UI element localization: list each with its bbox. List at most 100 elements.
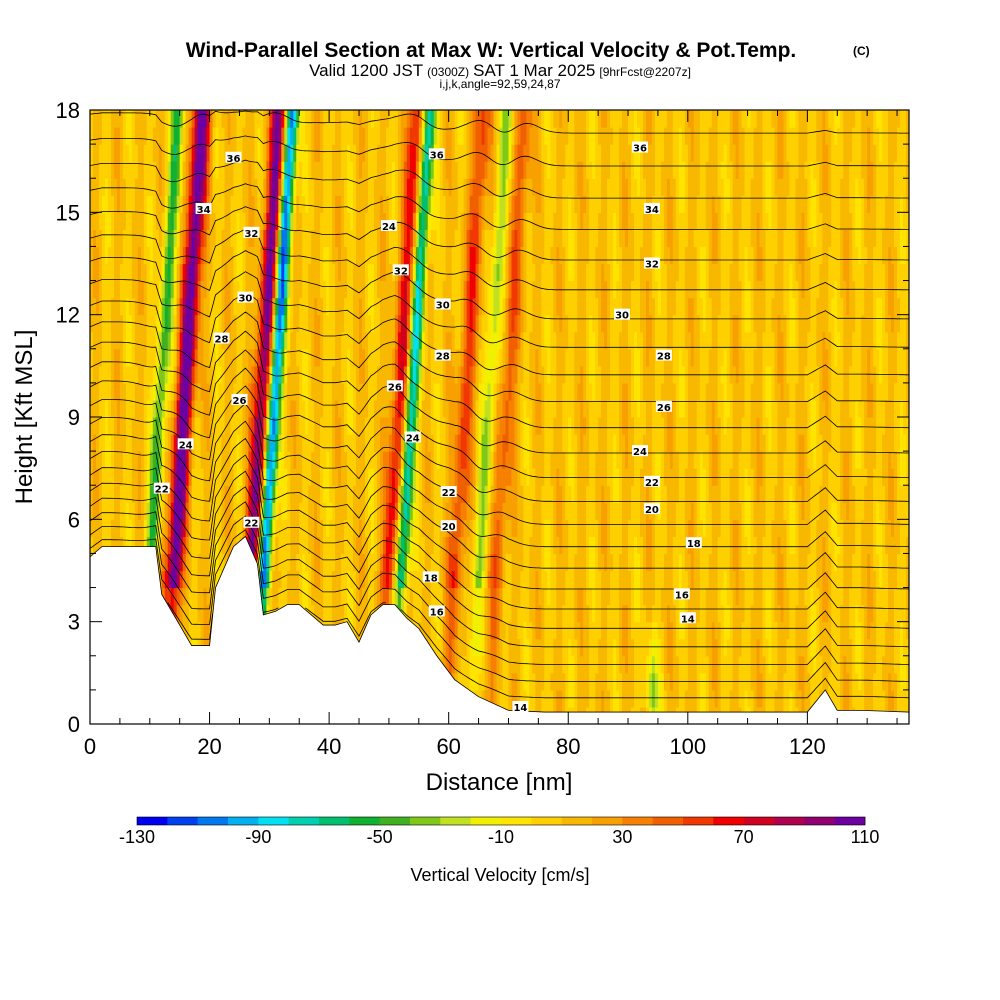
contour-label: 22 <box>243 516 260 530</box>
colorbar-tick-label: -10 <box>488 827 514 847</box>
contour-label-box <box>243 516 260 528</box>
colorbar-tick-label: -50 <box>367 827 393 847</box>
velocity-column <box>864 110 868 724</box>
theta-contour-line <box>90 470 909 610</box>
y-tick-label: 6 <box>68 507 80 532</box>
contour-label-text: 18 <box>687 539 701 550</box>
velocity-column <box>520 110 525 724</box>
theta-contour-line <box>90 437 909 569</box>
contour-label-box <box>153 482 170 494</box>
colorbar-swatch <box>197 817 229 825</box>
contour-label-text: 26 <box>388 382 402 393</box>
colorbar-swatch <box>592 817 623 825</box>
contour-label-text: 20 <box>442 522 456 533</box>
chart-title: Wind-Parallel Section at Max W: Vertical… <box>186 39 797 62</box>
colorbar <box>136 816 866 826</box>
velocity-column <box>493 110 498 724</box>
theta-contour-line <box>90 515 909 665</box>
contour-label-box <box>428 605 445 617</box>
contour-label-text: 28 <box>215 335 229 346</box>
contour-label-box <box>685 537 702 549</box>
contour-label-box <box>643 503 660 515</box>
contour-label-text: 32 <box>244 229 258 240</box>
contour-label-box <box>631 445 648 457</box>
contour-label-text: 30 <box>238 294 252 305</box>
contour-label-box <box>643 202 660 214</box>
contour-label-text: 22 <box>645 478 659 489</box>
colorbar-swatch <box>137 817 168 825</box>
contour-label: 32 <box>392 264 409 277</box>
contour-label-text: 14 <box>681 614 695 625</box>
contour-label: 28 <box>434 349 451 363</box>
contour-label-text: 24 <box>382 222 396 233</box>
contour-label: 18 <box>685 537 702 550</box>
velocity-column <box>876 110 880 724</box>
velocity-column <box>660 110 665 724</box>
velocity-column <box>747 110 752 724</box>
colorbar-swatch <box>440 817 471 825</box>
colorbar-swatch <box>622 817 653 825</box>
velocity-column <box>765 110 770 724</box>
axis-ticks <box>89 109 909 725</box>
contour-label: 24 <box>177 438 194 451</box>
theta-contour-line <box>90 385 909 502</box>
velocity-column <box>783 110 788 724</box>
x-tick-label: 100 <box>669 734 706 759</box>
contour-label: 22 <box>153 482 170 496</box>
velocity-column <box>678 110 683 724</box>
contour-label: 24 <box>380 219 397 233</box>
velocity-column <box>367 110 372 724</box>
velocity-column <box>595 110 599 724</box>
colorbar-swatch <box>379 817 411 825</box>
contour-label: 34 <box>195 202 212 216</box>
theta-contour-line <box>304 602 386 637</box>
contour-label: 32 <box>243 226 260 240</box>
contour-label: 34 <box>643 202 660 216</box>
contour-label-box <box>231 393 248 405</box>
velocity-column <box>499 110 504 724</box>
contour-label: 36 <box>225 151 242 165</box>
contour-label-text: 28 <box>436 352 450 363</box>
x-tick-label: 120 <box>789 734 826 759</box>
velocity-column <box>514 110 519 724</box>
theta-contour-line <box>400 609 909 699</box>
contour-label-box <box>614 308 631 320</box>
velocity-column <box>622 110 626 724</box>
colorbar-swatch <box>743 817 775 825</box>
contour-label-box <box>237 291 254 303</box>
velocity-column <box>359 110 363 724</box>
contour-label-box <box>679 612 696 624</box>
colorbar-swatch <box>258 817 289 825</box>
theta-contour-line <box>90 19 909 35</box>
colorbar-swatch <box>531 817 562 825</box>
contour-label-text: 32 <box>394 266 408 277</box>
theta-contour-line <box>167 602 213 640</box>
grid-indices-label: i,j,k,angle=92,59,24,87 <box>439 77 560 91</box>
theta-contour-line <box>90 367 909 479</box>
copyright-mark: (C) <box>853 44 870 58</box>
y-tick-label: 15 <box>56 200 80 225</box>
contour-label-text: 36 <box>430 150 444 161</box>
contour-label-box <box>434 298 451 310</box>
theta-contour-line <box>90 349 909 454</box>
x-axis-label: Distance [nm] <box>426 769 573 796</box>
contour-label-box <box>380 219 397 231</box>
contour-label-text: 16 <box>675 590 689 601</box>
velocity-column <box>523 110 527 724</box>
contour-label-text: 26 <box>232 396 246 407</box>
velocity-column <box>810 110 814 724</box>
contour-label: 14 <box>679 612 696 625</box>
velocity-column <box>768 110 773 724</box>
colorbar-tick-label: -90 <box>245 827 271 847</box>
theta-contour-line <box>90 454 909 590</box>
velocity-column <box>293 110 297 724</box>
theta-contour-line <box>90 159 909 199</box>
contour-label-box <box>404 431 421 443</box>
y-tick-label: 3 <box>68 610 80 635</box>
colorbar-swatch <box>561 817 593 825</box>
contour-label-text: 20 <box>645 505 659 516</box>
theta-contour-line <box>90 529 909 682</box>
velocity-column <box>442 110 447 724</box>
theta-contour-line <box>90 250 909 320</box>
contour-label-text: 22 <box>244 519 258 530</box>
